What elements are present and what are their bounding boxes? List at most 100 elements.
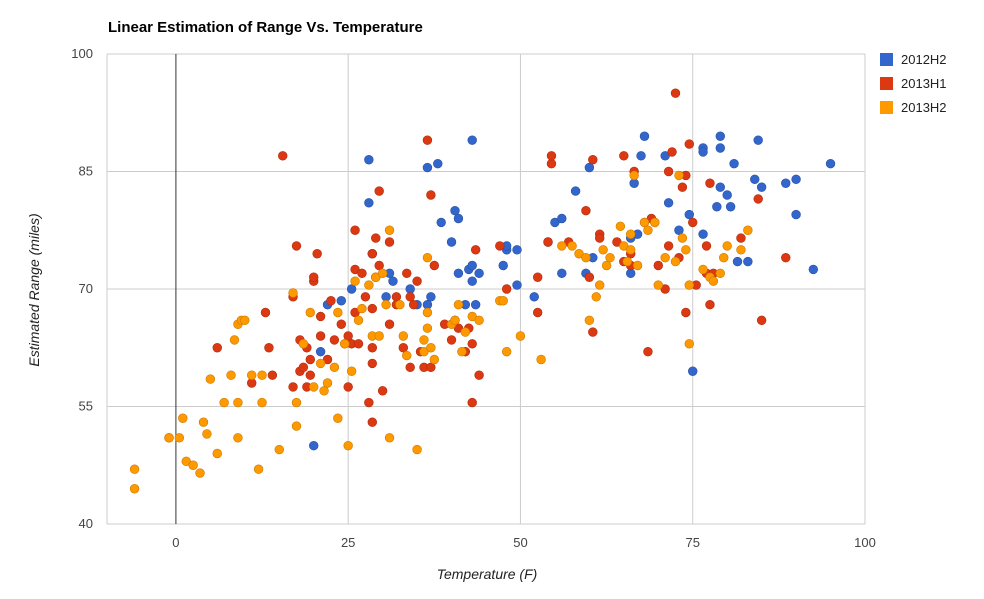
data-point-2013H1[interactable] xyxy=(426,190,436,200)
data-point-2013H1[interactable] xyxy=(701,241,712,251)
data-point-2013H2[interactable] xyxy=(274,444,284,455)
data-point-2013H2[interactable] xyxy=(353,315,364,326)
data-point-2013H2[interactable] xyxy=(501,346,512,357)
data-point-2013H2[interactable] xyxy=(346,366,357,376)
data-point-2013H1[interactable] xyxy=(374,186,384,196)
data-point-2013H2[interactable] xyxy=(257,397,267,408)
data-point-2013H2[interactable] xyxy=(315,358,326,369)
data-point-2013H2[interactable] xyxy=(719,252,729,263)
data-point-2013H1[interactable] xyxy=(446,335,457,345)
data-point-2013H1[interactable] xyxy=(681,307,691,318)
data-point-2012H2[interactable] xyxy=(450,205,460,216)
data-point-2013H1[interactable] xyxy=(329,335,340,345)
data-point-2013H2[interactable] xyxy=(257,370,267,380)
data-point-2012H2[interactable] xyxy=(636,151,646,161)
data-point-2012H2[interactable] xyxy=(715,131,725,141)
data-point-2013H2[interactable] xyxy=(474,315,484,326)
data-point-2013H1[interactable] xyxy=(667,147,677,157)
data-point-2012H2[interactable] xyxy=(474,268,484,279)
data-point-2013H1[interactable] xyxy=(309,272,319,282)
data-point-2013H2[interactable] xyxy=(412,444,422,455)
data-point-2013H1[interactable] xyxy=(357,268,367,279)
data-point-2013H1[interactable] xyxy=(532,307,543,318)
data-point-2013H2[interactable] xyxy=(384,433,395,443)
data-point-2013H2[interactable] xyxy=(202,429,212,439)
data-point-2013H2[interactable] xyxy=(219,397,229,408)
data-point-2013H2[interactable] xyxy=(340,339,350,349)
data-point-2013H1[interactable] xyxy=(367,343,377,353)
data-point-2013H2[interactable] xyxy=(298,339,309,349)
data-point-2013H1[interactable] xyxy=(291,241,302,251)
data-point-2013H2[interactable] xyxy=(629,170,639,181)
data-point-2013H1[interactable] xyxy=(315,311,326,322)
data-point-2013H2[interactable] xyxy=(198,417,209,427)
data-point-2013H2[interactable] xyxy=(395,299,405,310)
data-point-2013H1[interactable] xyxy=(546,151,557,161)
data-point-2012H2[interactable] xyxy=(557,213,567,224)
data-point-2012H2[interactable] xyxy=(336,296,346,306)
data-point-2013H2[interactable] xyxy=(515,331,526,341)
data-point-2013H2[interactable] xyxy=(129,464,140,474)
data-point-2013H1[interactable] xyxy=(408,299,419,310)
data-point-2013H2[interactable] xyxy=(253,464,264,474)
data-point-2012H2[interactable] xyxy=(529,292,539,302)
data-point-2013H1[interactable] xyxy=(584,272,595,282)
data-point-2013H1[interactable] xyxy=(371,233,381,243)
data-point-2012H2[interactable] xyxy=(512,280,522,290)
data-point-2013H1[interactable] xyxy=(705,178,715,188)
data-point-2012H2[interactable] xyxy=(684,209,694,220)
data-point-2013H1[interactable] xyxy=(260,307,271,318)
data-point-2012H2[interactable] xyxy=(663,198,674,208)
data-point-2013H2[interactable] xyxy=(670,256,681,267)
data-point-2013H2[interactable] xyxy=(381,299,391,310)
data-point-2013H2[interactable] xyxy=(681,245,691,255)
data-point-2013H1[interactable] xyxy=(422,135,433,145)
data-point-2013H1[interactable] xyxy=(619,151,629,161)
data-point-2013H2[interactable] xyxy=(615,221,626,232)
data-point-2013H2[interactable] xyxy=(350,276,360,286)
data-point-2012H2[interactable] xyxy=(498,260,508,271)
data-point-2013H1[interactable] xyxy=(581,205,591,216)
data-point-2013H2[interactable] xyxy=(205,374,216,384)
data-point-2012H2[interactable] xyxy=(729,158,739,169)
data-point-2013H2[interactable] xyxy=(736,245,746,255)
data-point-2013H1[interactable] xyxy=(653,260,663,271)
data-point-2013H2[interactable] xyxy=(653,280,663,290)
data-point-2013H1[interactable] xyxy=(663,241,674,251)
data-point-2013H2[interactable] xyxy=(357,303,367,314)
data-point-2013H2[interactable] xyxy=(402,350,412,361)
data-point-2013H2[interactable] xyxy=(650,217,660,228)
data-point-2013H1[interactable] xyxy=(402,268,412,279)
data-point-2013H1[interactable] xyxy=(288,382,298,392)
data-point-2013H1[interactable] xyxy=(588,155,598,165)
data-point-2012H2[interactable] xyxy=(381,292,391,302)
data-point-2012H2[interactable] xyxy=(436,217,446,228)
data-point-2013H1[interactable] xyxy=(467,397,477,408)
data-point-2013H2[interactable] xyxy=(233,433,243,443)
data-point-2013H2[interactable] xyxy=(677,233,688,243)
data-point-2013H2[interactable] xyxy=(226,370,236,380)
data-point-2013H2[interactable] xyxy=(364,280,374,290)
data-point-2013H1[interactable] xyxy=(412,276,422,286)
data-point-2013H1[interactable] xyxy=(470,245,481,255)
data-point-2013H1[interactable] xyxy=(753,194,763,204)
data-point-2012H2[interactable] xyxy=(584,162,595,173)
data-point-2013H2[interactable] xyxy=(698,264,708,275)
data-point-2013H2[interactable] xyxy=(626,229,636,239)
data-point-2013H2[interactable] xyxy=(195,468,205,478)
data-point-2013H2[interactable] xyxy=(594,280,605,290)
data-point-2013H1[interactable] xyxy=(663,166,674,177)
data-point-2013H2[interactable] xyxy=(319,386,329,396)
data-point-2012H2[interactable] xyxy=(405,284,415,294)
data-point-2013H2[interactable] xyxy=(305,307,315,318)
data-point-2012H2[interactable] xyxy=(791,209,801,220)
data-point-2012H2[interactable] xyxy=(557,268,567,279)
data-point-2013H2[interactable] xyxy=(377,268,388,279)
data-point-2013H2[interactable] xyxy=(557,241,567,251)
data-point-2013H2[interactable] xyxy=(422,307,433,318)
data-point-2013H2[interactable] xyxy=(374,331,384,341)
data-point-2012H2[interactable] xyxy=(309,440,319,451)
data-point-2012H2[interactable] xyxy=(364,198,374,208)
data-point-2012H2[interactable] xyxy=(808,264,819,275)
data-point-2012H2[interactable] xyxy=(725,202,736,212)
